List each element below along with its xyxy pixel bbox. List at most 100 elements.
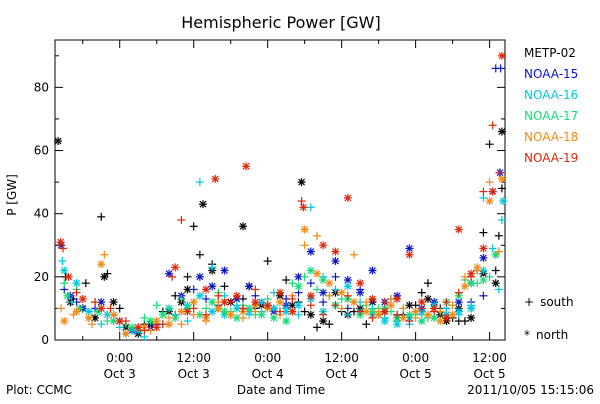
north-point bbox=[319, 276, 328, 284]
south-point bbox=[497, 216, 506, 224]
north-point bbox=[349, 298, 358, 307]
south-point bbox=[442, 298, 451, 307]
north-point bbox=[454, 225, 463, 234]
legend-marker-key: * north bbox=[524, 328, 568, 342]
north-point bbox=[380, 317, 389, 326]
north-point bbox=[220, 307, 229, 316]
south-point bbox=[423, 279, 432, 288]
north-point bbox=[448, 310, 457, 319]
north-point bbox=[226, 310, 235, 319]
north-point bbox=[467, 313, 476, 322]
north-point bbox=[299, 203, 308, 212]
x-tick-time-label: 0:00 bbox=[106, 351, 133, 365]
south-point bbox=[485, 178, 494, 187]
north-point bbox=[497, 174, 506, 183]
x-tick-date-label: Oct 3 bbox=[104, 367, 136, 381]
north-point bbox=[72, 307, 81, 316]
legend-series-label: NOAA-15 bbox=[524, 67, 578, 81]
south-point bbox=[368, 313, 377, 322]
south-point bbox=[195, 178, 204, 187]
axis-ticks: 0 20 40 60 80 0:00 Oct 3 12:00 Oct 3 0:00 Oct 4 12:… bbox=[34, 40, 507, 381]
south-point bbox=[202, 294, 211, 303]
south-point bbox=[491, 266, 500, 275]
north-point bbox=[393, 294, 402, 303]
north-point bbox=[411, 307, 420, 316]
north-point bbox=[306, 310, 315, 319]
north-point bbox=[202, 285, 211, 294]
north-point bbox=[454, 307, 463, 316]
north-point bbox=[109, 310, 118, 319]
south-point bbox=[60, 279, 69, 288]
south-point bbox=[488, 244, 497, 253]
south-point bbox=[87, 320, 96, 329]
south-point bbox=[67, 298, 76, 307]
south-point bbox=[454, 288, 463, 297]
south-point bbox=[140, 313, 149, 322]
south-point bbox=[479, 228, 488, 237]
north-point bbox=[263, 301, 272, 310]
north-point bbox=[269, 313, 278, 322]
north-point bbox=[319, 241, 328, 250]
north-point bbox=[467, 304, 476, 313]
north-point bbox=[276, 298, 284, 307]
south-point bbox=[343, 310, 352, 319]
south-point bbox=[306, 301, 315, 310]
south-point bbox=[220, 282, 229, 291]
south-point bbox=[479, 187, 488, 196]
north-point bbox=[337, 288, 346, 297]
north-point bbox=[288, 307, 297, 316]
north-point bbox=[220, 266, 229, 275]
north-point bbox=[60, 317, 69, 326]
south-point bbox=[448, 301, 457, 310]
south-point bbox=[306, 203, 315, 212]
north-point bbox=[232, 291, 241, 300]
south-point bbox=[300, 241, 309, 250]
south-point bbox=[81, 279, 90, 288]
timestamp: 2011/10/05 15:15:06 bbox=[467, 383, 594, 397]
y-tick-label: 0 bbox=[41, 333, 49, 347]
north-point bbox=[356, 288, 365, 297]
x-tick-time-label: 0:00 bbox=[402, 351, 429, 365]
legend-series-label: NOAA-17 bbox=[524, 109, 578, 123]
south-point bbox=[168, 272, 177, 281]
north-point bbox=[306, 291, 315, 300]
south-point bbox=[488, 121, 497, 130]
north-point bbox=[171, 263, 180, 272]
north-point bbox=[479, 276, 488, 284]
north-point bbox=[473, 263, 482, 272]
x-tick-time-label: 12:00 bbox=[324, 351, 359, 365]
north-point bbox=[356, 279, 365, 288]
north-point bbox=[220, 298, 229, 307]
south-point bbox=[356, 307, 365, 316]
north-point bbox=[239, 222, 248, 231]
legend-series-label: NOAA-18 bbox=[524, 130, 578, 144]
north-point bbox=[297, 178, 306, 187]
north-point bbox=[405, 301, 414, 310]
north-point bbox=[109, 298, 118, 307]
north-point bbox=[245, 304, 254, 313]
south-point bbox=[494, 247, 503, 256]
north-point bbox=[417, 317, 426, 326]
north-point bbox=[399, 313, 408, 322]
north-point bbox=[467, 269, 476, 278]
north-point bbox=[294, 282, 303, 291]
south-point bbox=[300, 307, 309, 316]
south-point bbox=[189, 285, 198, 294]
north-point bbox=[331, 247, 340, 256]
south-point bbox=[106, 304, 115, 313]
south-point bbox=[276, 307, 284, 316]
south-point bbox=[343, 291, 352, 300]
south-point bbox=[100, 250, 109, 259]
south-point bbox=[202, 310, 211, 319]
x-tick-time-label: 12:00 bbox=[472, 351, 507, 365]
south-point bbox=[189, 222, 198, 231]
south-point bbox=[495, 168, 504, 177]
south-point bbox=[460, 317, 469, 326]
south-point bbox=[399, 304, 408, 313]
south-point bbox=[183, 272, 192, 281]
north-point bbox=[405, 250, 414, 259]
south-point bbox=[319, 298, 328, 307]
north-point bbox=[497, 51, 506, 60]
south-point bbox=[97, 212, 106, 221]
